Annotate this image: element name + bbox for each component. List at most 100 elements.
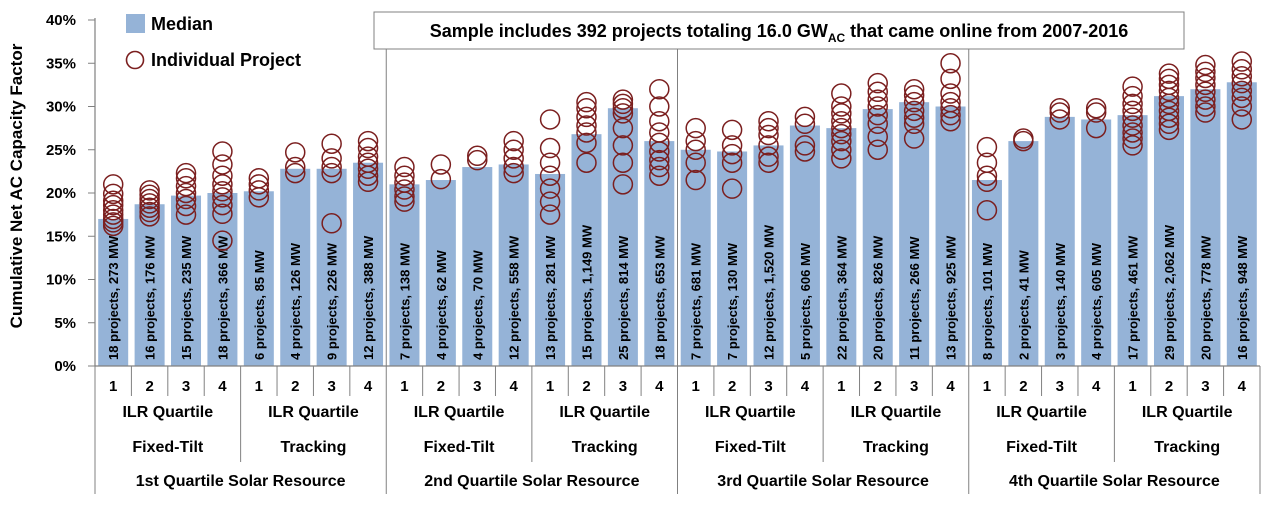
median-bar	[1008, 141, 1039, 366]
project-marker	[867, 89, 888, 110]
project-marker	[612, 152, 634, 173]
project-marker	[758, 146, 779, 167]
project-marker	[1122, 128, 1143, 149]
project-marker	[212, 174, 233, 195]
project-marker	[1158, 63, 1180, 84]
median-bar	[462, 167, 493, 366]
median-bar	[207, 193, 238, 366]
ilr-category-label: 1	[692, 378, 700, 395]
project-marker	[649, 149, 670, 171]
mount-type-label: Fixed-Tilt	[424, 439, 495, 456]
project-marker	[576, 132, 597, 154]
project-marker	[139, 180, 160, 201]
project-marker	[539, 178, 561, 199]
project-marker	[1195, 67, 1216, 89]
project-marker	[212, 203, 233, 225]
mount-type-label: Tracking	[1154, 439, 1220, 456]
project-marker	[649, 156, 670, 178]
project-marker	[503, 156, 524, 178]
project-marker	[940, 110, 961, 132]
y-tick-label: 0%	[54, 358, 76, 375]
ilr-category-label: 3	[327, 378, 335, 395]
median-bar	[353, 162, 384, 366]
project-marker	[1195, 81, 1216, 103]
project-marker	[1122, 115, 1143, 136]
project-marker	[576, 122, 597, 143]
project-marker	[794, 106, 816, 128]
project-marker	[903, 107, 925, 128]
median-bar	[535, 173, 566, 366]
project-marker	[721, 178, 743, 199]
y-axis-ticks: 0% 5% 10% 15% 20% 25% 30% 35% 40%	[46, 12, 95, 375]
project-marker	[576, 115, 597, 136]
project-points	[102, 51, 1253, 251]
project-marker	[284, 162, 306, 184]
project-marker	[212, 154, 233, 175]
project-marker	[102, 200, 124, 221]
ilr-category-label: 4	[218, 378, 227, 395]
project-marker	[758, 152, 779, 173]
ilr-category-label: 3	[473, 378, 481, 395]
bar-label: 25 projects, 814 MW	[616, 235, 631, 360]
project-marker	[175, 195, 197, 217]
ilr-category-label: 2	[874, 378, 882, 395]
median-bar	[498, 164, 529, 366]
project-marker	[212, 194, 233, 216]
project-marker	[321, 156, 342, 178]
bar-label: 13 projects, 281 MW	[543, 235, 558, 360]
project-marker	[1122, 122, 1143, 143]
project-marker	[903, 128, 925, 149]
mount-type-label: Fixed-Tilt	[132, 439, 203, 456]
median-bar	[98, 218, 129, 366]
project-marker	[139, 206, 160, 227]
project-marker	[1231, 96, 1253, 117]
ilr-category-label: 3	[910, 378, 918, 395]
project-marker	[1158, 93, 1180, 115]
project-marker	[685, 130, 706, 152]
y-tick-label: 20%	[46, 185, 76, 202]
project-marker	[102, 174, 124, 195]
project-marker	[867, 139, 888, 160]
ilr-category-label: 4	[655, 378, 664, 395]
bar-label: 7 projects, 138 MW	[397, 242, 412, 360]
ilr-category-label: 4	[946, 378, 955, 395]
project-marker	[139, 188, 160, 210]
ilr-category-label: 2	[291, 378, 299, 395]
project-marker	[1231, 80, 1253, 102]
median-bar	[789, 125, 820, 366]
project-marker	[867, 72, 888, 94]
mount-type-label: Tracking	[281, 439, 347, 456]
project-marker	[1122, 100, 1143, 122]
ilr-category-label: 1	[983, 378, 991, 395]
project-marker	[539, 204, 561, 225]
project-marker	[212, 187, 233, 208]
project-marker	[503, 139, 524, 160]
project-marker	[576, 97, 597, 119]
bar-label: 4 projects, 70 MW	[470, 249, 485, 360]
project-marker	[612, 103, 634, 124]
project-marker	[758, 110, 779, 132]
median-bar	[1081, 119, 1112, 366]
project-marker	[357, 137, 379, 159]
project-marker	[649, 132, 670, 154]
bar-label: 5 projects, 606 MW	[798, 242, 813, 360]
project-marker	[539, 165, 561, 186]
ilr-category-label: 2	[582, 378, 590, 395]
project-marker	[721, 119, 743, 141]
project-marker	[685, 152, 706, 173]
project-marker	[102, 183, 124, 205]
project-marker	[1085, 117, 1107, 139]
project-marker	[248, 187, 270, 208]
project-marker	[321, 133, 342, 154]
ilr-category-label: 3	[182, 378, 190, 395]
ilr-category-label: 1	[1128, 378, 1136, 395]
project-marker	[1122, 135, 1143, 156]
mount-type-label: Tracking	[863, 439, 929, 456]
ilr-category-label: 1	[109, 378, 117, 395]
bar-label: 12 projects, 388 MW	[361, 235, 376, 360]
project-marker	[903, 78, 925, 100]
project-marker	[976, 136, 998, 158]
bar-label: 4 projects, 126 MW	[288, 242, 303, 360]
project-marker	[794, 141, 816, 162]
ilr-category-label: 2	[437, 378, 445, 395]
